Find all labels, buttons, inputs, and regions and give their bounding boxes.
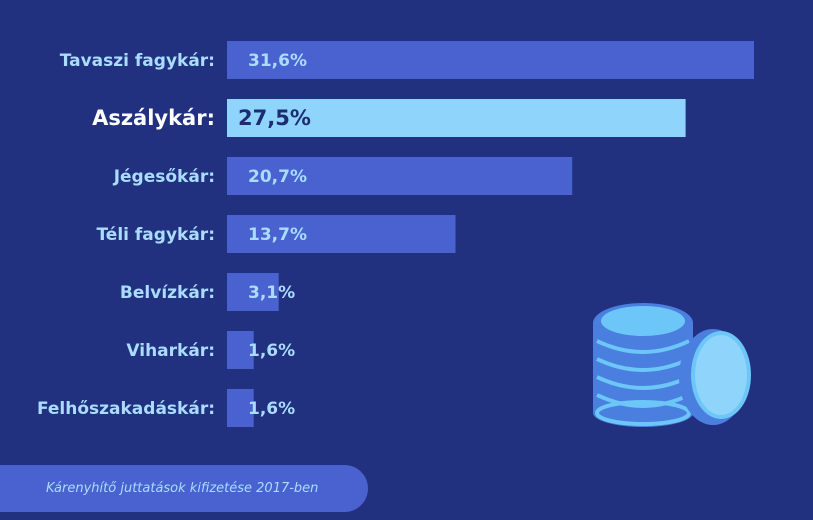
value-label-0: 31,6% [248, 51, 307, 71]
value-label-1: 27,5% [238, 106, 311, 130]
footer-note: Kárenyhítő juttatások kifizetése 2017-be… [46, 481, 319, 496]
bar-5 [227, 331, 254, 369]
category-label-1: Aszálykár: [92, 106, 215, 130]
coins-stack-icon [593, 303, 751, 427]
bar-2 [227, 157, 573, 195]
bar-4 [227, 273, 279, 311]
category-label-2: Jégesőkár: [113, 167, 215, 187]
footer-note-pill [0, 465, 368, 512]
value-label-5: 1,6% [248, 341, 295, 361]
bar-3 [227, 215, 456, 253]
category-label-3: Téli fagykár: [96, 225, 215, 245]
value-label-4: 3,1% [248, 283, 295, 303]
category-label-5: Viharkár: [126, 341, 215, 361]
category-label-4: Belvízkár: [120, 283, 215, 303]
bar-1 [227, 99, 686, 137]
category-label-0: Tavaszi fagykár: [60, 51, 215, 71]
bar-6 [227, 389, 254, 427]
bar-0 [227, 41, 754, 79]
value-label-6: 1,6% [248, 399, 295, 419]
value-label-3: 13,7% [248, 225, 307, 245]
category-label-6: Felhőszakadáskár: [37, 399, 215, 419]
value-label-2: 20,7% [248, 167, 307, 187]
